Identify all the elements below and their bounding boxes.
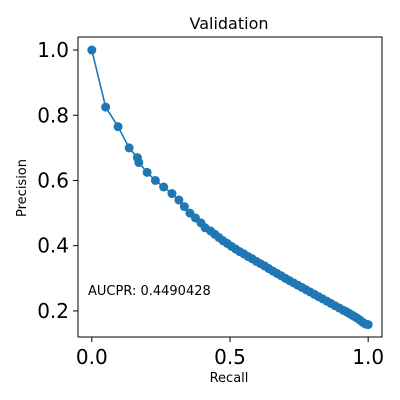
pr-curve-point xyxy=(87,45,97,55)
pr-curve-point xyxy=(142,167,152,177)
pr-curve-point xyxy=(124,143,134,153)
y-tick-label: 0.8 xyxy=(37,103,69,127)
pr-curve-point xyxy=(167,189,177,199)
y-tick-label: 0.2 xyxy=(37,299,69,323)
y-tick-label: 0.6 xyxy=(37,168,69,192)
y-axis-label: Precision xyxy=(15,159,30,217)
pr-curve-point xyxy=(101,102,111,112)
x-tick-label: 0.5 xyxy=(214,345,246,369)
pr-curve-point xyxy=(363,320,373,330)
plot-frame xyxy=(77,36,383,338)
chart-title: Validation xyxy=(189,14,268,33)
pr-curve-point xyxy=(150,175,160,185)
pr-curve-point xyxy=(174,195,184,205)
pr-curve-point xyxy=(159,182,169,192)
pr-curve-point xyxy=(179,202,189,212)
pr-curve-point xyxy=(134,158,144,168)
y-tick-label: 1.0 xyxy=(37,38,69,62)
x-tick-label: 0.0 xyxy=(76,345,108,369)
aucpr-annotation: AUCPR: 0.4490428 xyxy=(88,284,211,299)
pr-curve-point xyxy=(113,122,123,132)
x-axis-label: Recall xyxy=(210,371,249,386)
x-tick-label: 1.0 xyxy=(352,345,384,369)
y-tick-label: 0.4 xyxy=(37,234,69,258)
